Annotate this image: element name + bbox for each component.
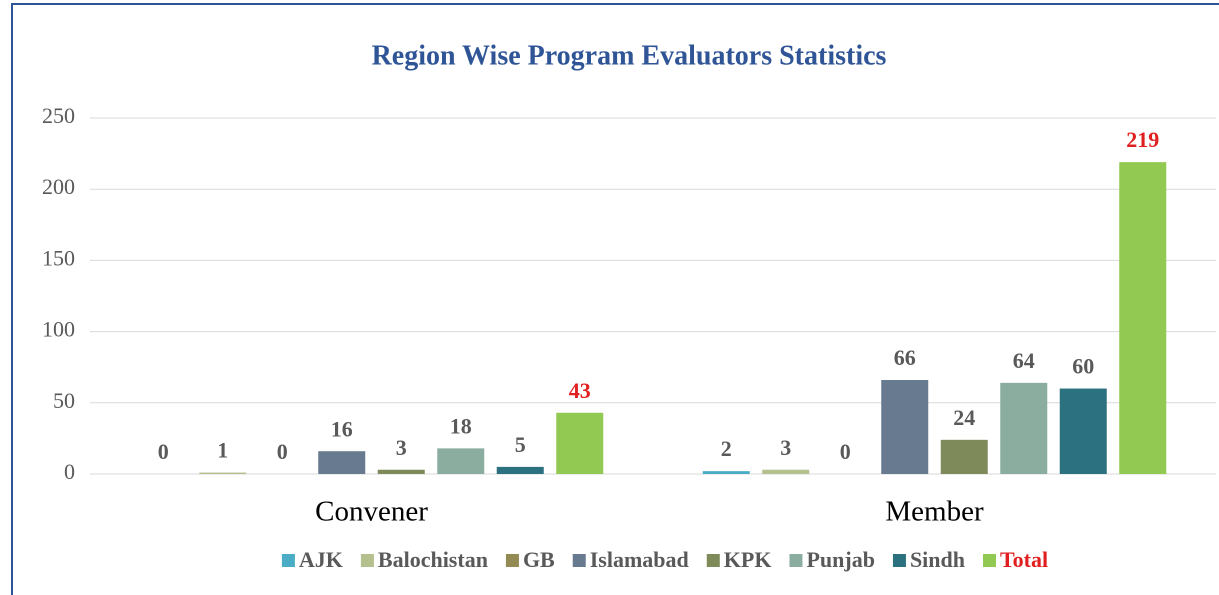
bar <box>556 412 604 474</box>
data-label: 0 <box>277 439 288 464</box>
data-label: 60 <box>1072 354 1094 379</box>
data-label: 0 <box>158 439 169 464</box>
legend-label: AJK <box>299 547 343 572</box>
legend-swatch <box>789 554 803 567</box>
y-tick-label: 250 <box>42 103 75 128</box>
legend-label: GB <box>523 547 555 572</box>
x-tick-label: Convener <box>315 496 428 528</box>
data-label: 64 <box>1013 348 1035 373</box>
y-tick-label: 150 <box>42 245 75 270</box>
legend-swatch <box>572 554 586 567</box>
y-tick-label: 100 <box>42 317 75 342</box>
legend-label: KPK <box>724 547 772 572</box>
legend-swatch <box>281 554 295 567</box>
y-tick-label: 200 <box>42 174 75 199</box>
chart-title: Region Wise Program Evaluators Statistic… <box>372 40 887 71</box>
bar <box>1059 388 1107 474</box>
data-label: 66 <box>894 345 916 370</box>
data-label: 2 <box>721 436 732 461</box>
bar <box>940 439 988 474</box>
data-label: 0 <box>840 439 851 464</box>
legend-swatch <box>983 554 996 567</box>
y-tick-label: 50 <box>53 388 75 413</box>
bar <box>437 448 485 474</box>
data-label: 16 <box>331 416 353 441</box>
data-label: 5 <box>515 432 526 457</box>
legend-swatch <box>505 554 519 567</box>
legend-label: Total <box>1000 547 1048 572</box>
bar <box>762 469 810 474</box>
data-label: 43 <box>569 378 591 403</box>
legend-swatch <box>892 554 906 567</box>
data-label: 3 <box>780 435 791 460</box>
legend-swatch <box>360 554 374 567</box>
data-label: 219 <box>1126 127 1159 152</box>
bar <box>702 471 750 474</box>
data-label: 24 <box>953 405 975 430</box>
bar <box>1119 162 1167 475</box>
bar <box>318 451 366 474</box>
x-tick-label: Member <box>885 496 984 528</box>
data-label: 18 <box>450 413 472 438</box>
legend-label: Sindh <box>910 547 965 572</box>
legend-swatch <box>706 554 720 567</box>
bar <box>199 472 247 474</box>
data-label: 1 <box>217 438 228 463</box>
bar <box>1000 382 1048 474</box>
data-label: 3 <box>396 435 407 460</box>
legend-label: Balochistan <box>378 547 488 572</box>
bar <box>496 466 544 474</box>
legend-label: Punjab <box>806 547 874 572</box>
y-tick-label: 0 <box>64 459 75 484</box>
legend-label: Islamabad <box>590 547 689 572</box>
frame <box>11 3 1219 595</box>
bar <box>377 469 425 474</box>
bar <box>881 380 929 474</box>
